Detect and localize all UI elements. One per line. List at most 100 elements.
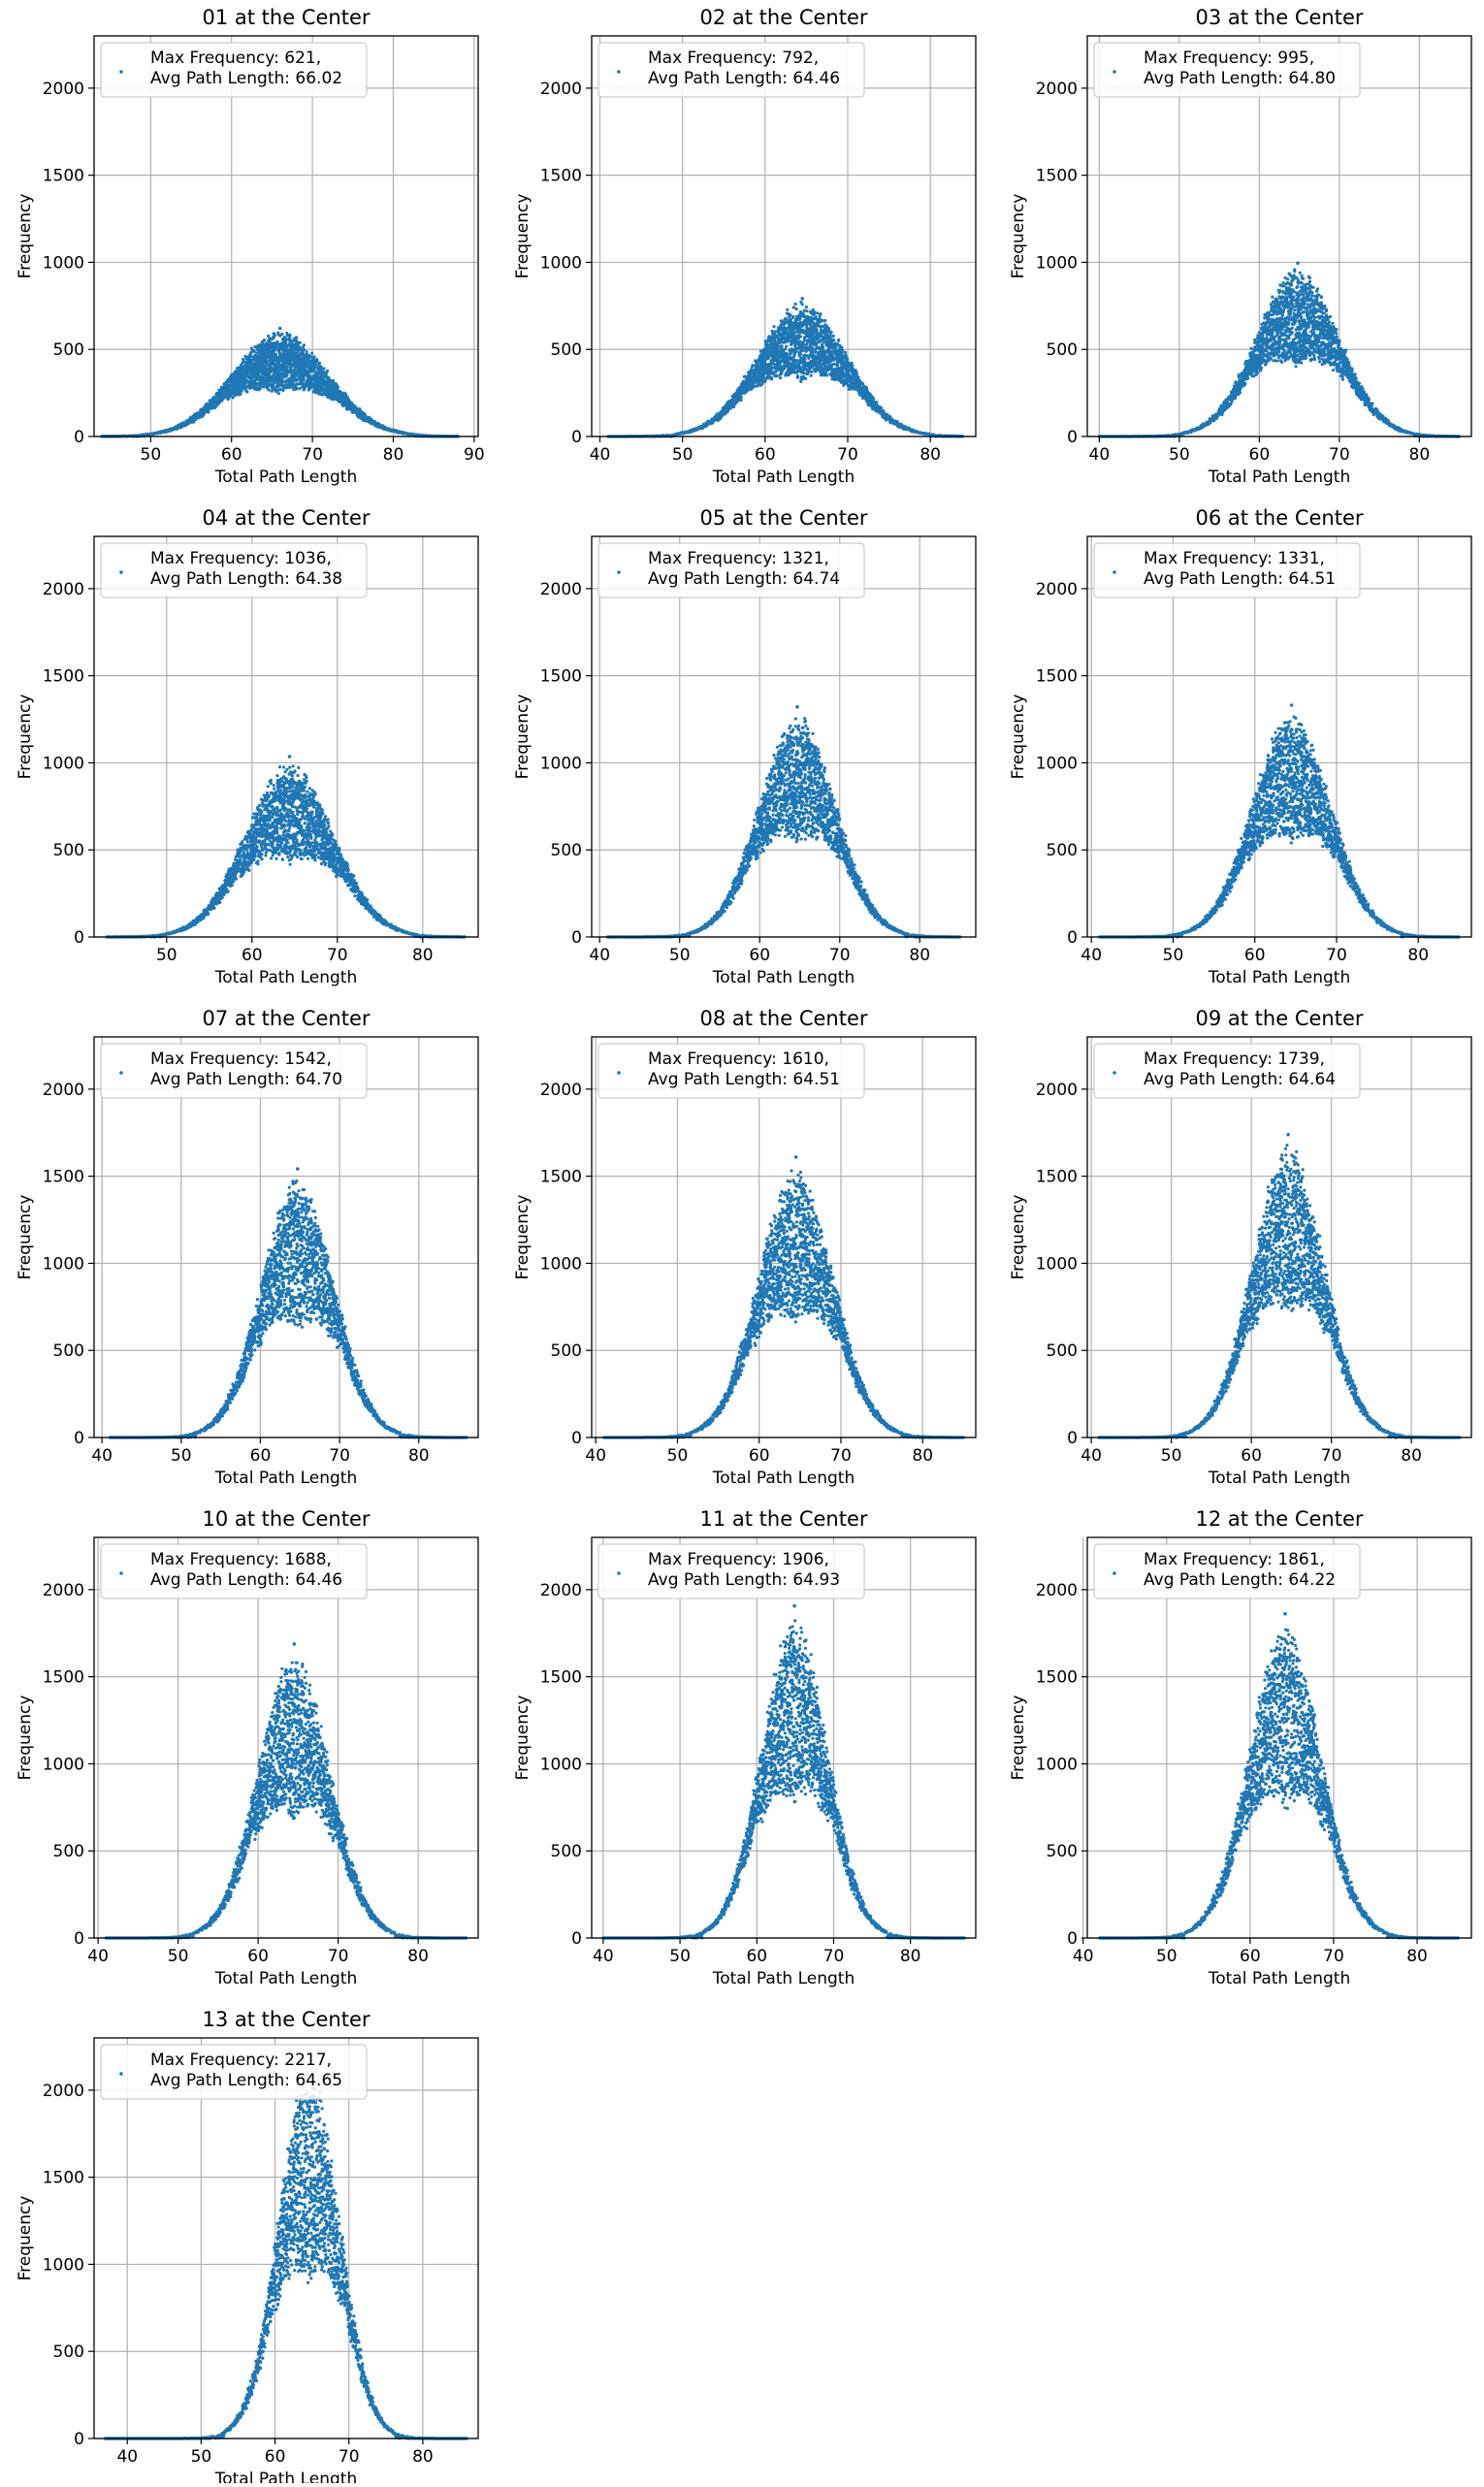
data-point	[288, 335, 291, 338]
data-point	[828, 350, 831, 353]
data-point	[832, 363, 835, 366]
y-axis: 0500100015002000Frequency	[16, 80, 94, 447]
data-point	[841, 349, 844, 352]
data-point	[303, 378, 306, 381]
data-point	[794, 350, 797, 353]
data-point	[851, 364, 854, 367]
data-point	[303, 348, 306, 351]
max-point	[278, 327, 282, 331]
data-point	[810, 371, 813, 373]
y-axis-label: Frequency	[16, 194, 35, 279]
data-point	[761, 375, 764, 378]
data-point	[810, 374, 813, 377]
legend-text: Avg Path Length: 66.02	[150, 69, 342, 88]
data-point	[805, 309, 808, 312]
data-point	[832, 339, 835, 341]
data-point	[794, 303, 797, 306]
data-points	[100, 327, 460, 438]
data-point	[796, 374, 799, 377]
data-point	[291, 365, 294, 368]
data-point	[811, 351, 814, 354]
data-point	[799, 352, 802, 355]
data-point	[799, 380, 802, 383]
data-point	[283, 337, 286, 339]
data-point	[277, 392, 280, 395]
legend-text: Max Frequency: 621,	[150, 48, 321, 68]
data-point	[770, 339, 773, 342]
data-point	[280, 333, 283, 336]
data-point	[310, 352, 313, 355]
data-point	[829, 337, 832, 339]
data-point	[222, 397, 225, 400]
data-point	[780, 340, 783, 343]
data-point	[785, 345, 788, 348]
data-point	[832, 335, 835, 338]
data-point	[308, 374, 311, 377]
data-point	[326, 370, 329, 372]
data-point	[787, 353, 790, 356]
data-point	[813, 312, 816, 315]
y-tick-label: 1000	[43, 253, 84, 273]
x-axis: 5060708090Total Path Length	[141, 436, 485, 487]
data-point	[259, 386, 262, 389]
data-point	[789, 313, 791, 316]
data-point	[816, 311, 819, 314]
y-tick-label: 0	[74, 428, 84, 447]
data-point	[274, 346, 277, 349]
data-point	[268, 389, 271, 392]
x-tick-label: 90	[464, 445, 485, 465]
x-axis-label: Total Path Length	[214, 468, 358, 487]
data-point	[325, 372, 328, 375]
data-point	[318, 362, 321, 365]
data-point	[804, 377, 807, 380]
data-point	[815, 351, 818, 354]
data-point	[763, 380, 766, 383]
data-point	[240, 393, 242, 396]
data-point	[822, 345, 824, 348]
data-point	[285, 373, 288, 376]
data-point	[207, 409, 210, 412]
data-point	[245, 390, 248, 393]
subplot-title: 02 at the Center	[700, 6, 868, 29]
data-point	[232, 396, 235, 399]
data-point	[830, 331, 833, 334]
data-point	[319, 366, 322, 369]
data-point	[770, 377, 773, 380]
data-point	[249, 354, 252, 357]
data-point	[841, 370, 844, 372]
data-point	[803, 358, 806, 361]
data-point	[816, 328, 819, 331]
data-point	[303, 343, 306, 346]
data-point	[802, 371, 805, 374]
data-point	[784, 347, 787, 350]
data-point	[811, 346, 814, 349]
data-point	[795, 307, 798, 310]
data-point	[807, 357, 810, 360]
data-point	[786, 308, 789, 311]
data-point	[834, 368, 837, 371]
data-point	[281, 380, 284, 383]
data-point	[337, 386, 339, 389]
data-point	[261, 369, 264, 371]
legend-marker	[119, 70, 123, 74]
data-point	[802, 342, 805, 345]
x-tick-label: 70	[302, 445, 323, 465]
data-point	[296, 387, 299, 390]
data-point	[846, 358, 849, 361]
data-point	[819, 312, 822, 315]
subplot-title: 01 at the Center	[203, 6, 371, 29]
data-point	[346, 396, 349, 399]
subplot-02: 02 at the Center4050607080Total Path Len…	[513, 6, 976, 487]
data-point	[779, 376, 782, 379]
data-point	[823, 319, 826, 322]
data-point	[772, 325, 775, 328]
data-point	[263, 339, 266, 341]
data-point	[856, 375, 859, 378]
data-point	[836, 364, 839, 367]
data-point	[840, 346, 843, 349]
data-point	[816, 331, 819, 334]
data-point	[313, 355, 316, 358]
data-point	[837, 339, 840, 341]
